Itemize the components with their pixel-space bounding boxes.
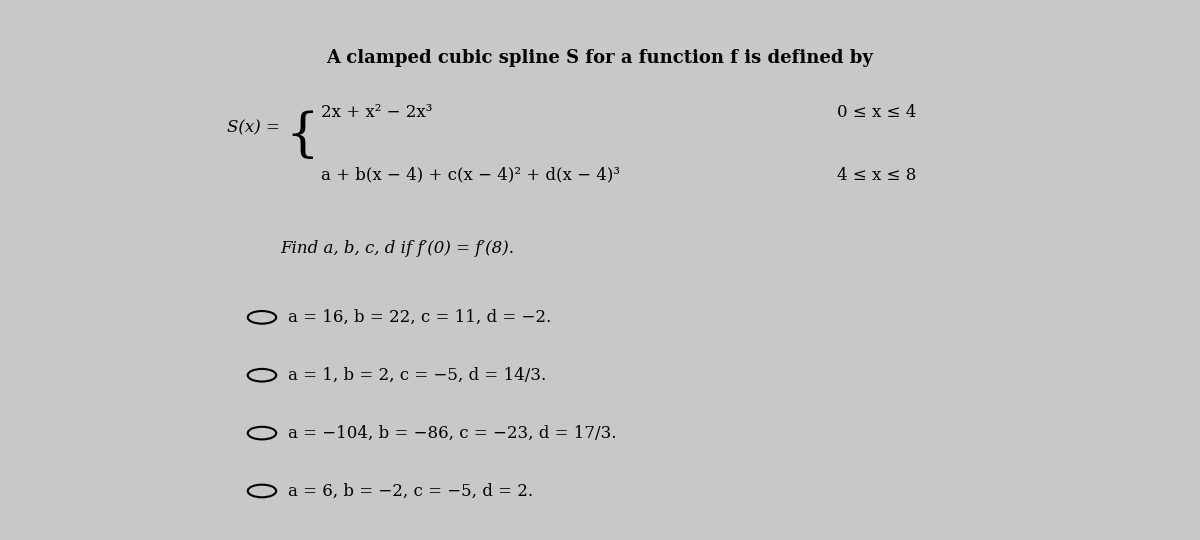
Text: 2x + x² − 2x³: 2x + x² − 2x³	[322, 104, 433, 120]
Text: a = 16, b = 22, c = 11, d = −2.: a = 16, b = 22, c = 11, d = −2.	[288, 309, 551, 326]
Text: 4 ≤ x ≤ 8: 4 ≤ x ≤ 8	[838, 167, 917, 184]
Text: {: {	[286, 110, 319, 161]
Text: 0 ≤ x ≤ 4: 0 ≤ x ≤ 4	[838, 104, 917, 120]
Text: a = 1, b = 2, c = −5, d = 14/3.: a = 1, b = 2, c = −5, d = 14/3.	[288, 367, 546, 384]
Text: a = 6, b = −2, c = −5, d = 2.: a = 6, b = −2, c = −5, d = 2.	[288, 482, 533, 500]
Text: a + b(x − 4) + c(x − 4)² + d(x − 4)³: a + b(x − 4) + c(x − 4)² + d(x − 4)³	[322, 167, 620, 184]
Text: A clamped cubic spline S for a function f is defined by: A clamped cubic spline S for a function …	[326, 49, 874, 67]
Text: a = −104, b = −86, c = −23, d = 17/3.: a = −104, b = −86, c = −23, d = 17/3.	[288, 424, 617, 442]
Text: Find a, b, c, d if f′(0) = f′(8).: Find a, b, c, d if f′(0) = f′(8).	[280, 240, 514, 258]
Text: S(x) =: S(x) =	[227, 119, 280, 137]
